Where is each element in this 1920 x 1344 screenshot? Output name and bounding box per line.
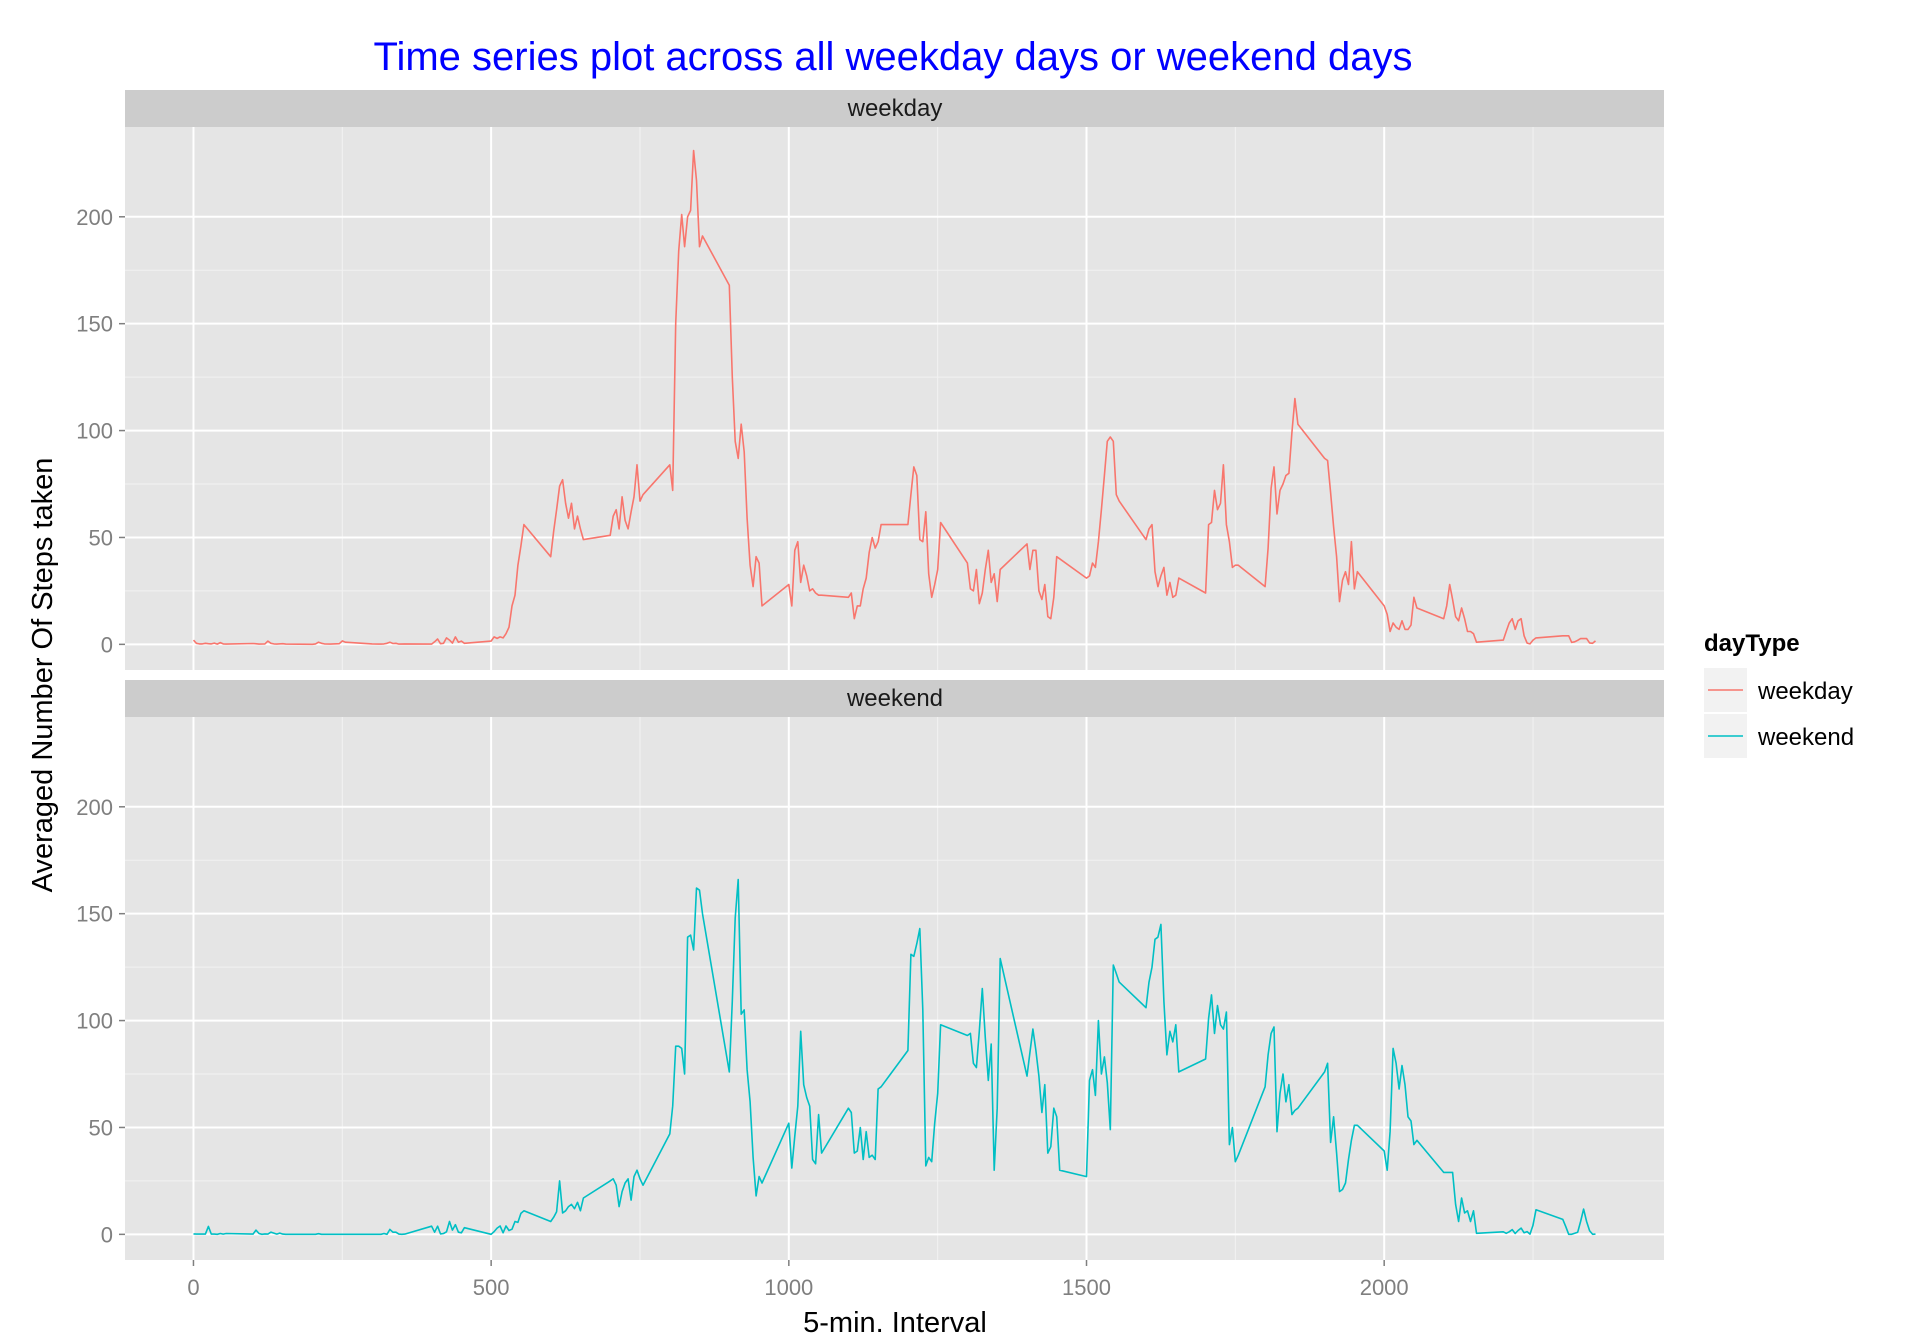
legend-label-weekend: weekend <box>1757 724 1854 751</box>
y-tick-label: 150 <box>76 312 113 337</box>
y-tick-label: 0 <box>101 632 113 657</box>
strip-weekday-bg <box>125 90 1664 127</box>
y-tick-label: 200 <box>76 205 113 230</box>
panel-weekend-y-axis: 0 50 100 150 200 <box>76 795 125 1247</box>
y-axis-title: Averaged Number Of Steps taken <box>27 458 59 893</box>
panel-weekday-bg <box>125 127 1664 670</box>
x-tick-label: 1000 <box>764 1275 813 1300</box>
legend-label-weekday: weekday <box>1757 678 1853 705</box>
y-tick-label: 200 <box>76 795 113 820</box>
x-tick-label: 2000 <box>1360 1275 1409 1300</box>
weekend-series-line <box>193 878 1596 1236</box>
panel-weekend: weekend 0 50 100 150 200 <box>76 680 1664 1260</box>
strip-weekend-label: weekend <box>846 685 943 712</box>
y-tick-label: 0 <box>101 1222 113 1247</box>
x-tick-label: 1500 <box>1062 1275 1111 1300</box>
chart-title: Time series plot across all weekday days… <box>374 35 1413 79</box>
x-tick-label: 0 <box>187 1275 199 1300</box>
weekday-series-line <box>192 149 1597 646</box>
legend-title: dayType <box>1704 630 1800 657</box>
panel-weekday-grid <box>125 127 1664 670</box>
legend: dayType weekday weekend <box>1704 630 1854 758</box>
panel-weekend-grid <box>125 717 1664 1260</box>
y-tick-label: 100 <box>76 419 113 444</box>
strip-weekday-label: weekday <box>847 95 943 122</box>
x-tick-label: 500 <box>473 1275 510 1300</box>
y-tick-label: 100 <box>76 1009 113 1034</box>
panel-weekday-y-axis: 0 50 100 150 200 <box>76 205 125 657</box>
panel-weekend-bg <box>125 717 1664 1260</box>
y-tick-label: 50 <box>89 1115 113 1140</box>
panel-weekday: weekday 0 50 100 150 200 <box>76 90 1664 670</box>
y-tick-label: 50 <box>89 525 113 550</box>
y-tick-label: 150 <box>76 902 113 927</box>
x-axis: 0 500 1000 1500 2000 <box>187 1260 1409 1300</box>
strip-weekend-bg <box>125 680 1664 717</box>
x-axis-title: 5-min. Interval <box>803 1307 987 1339</box>
